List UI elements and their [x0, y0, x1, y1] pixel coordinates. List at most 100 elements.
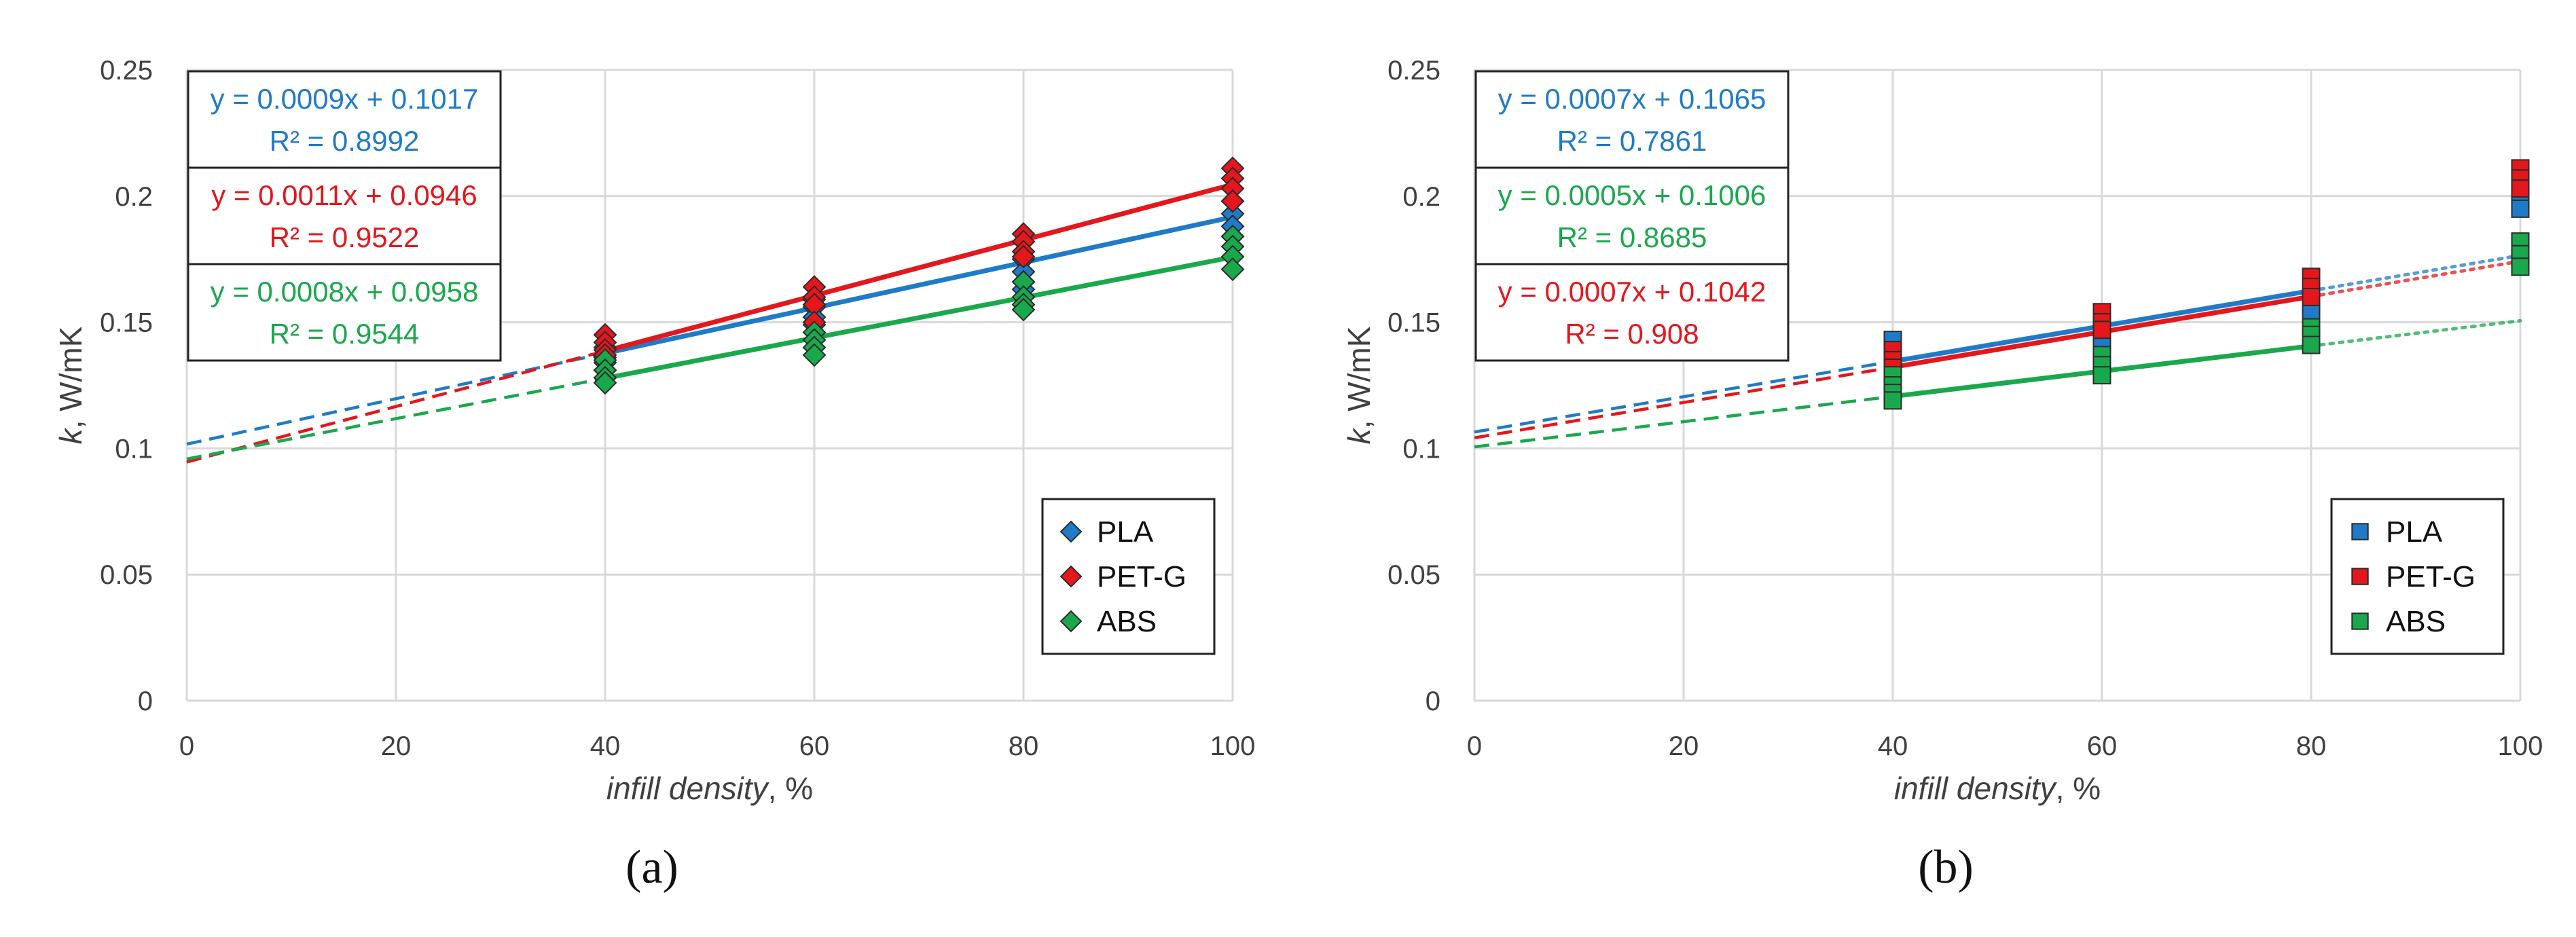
y-tick-label: 0.2: [115, 182, 153, 212]
y-axis-title-italic: k: [53, 427, 88, 444]
legend-marker-pla: [1059, 520, 1083, 543]
chart-svg-b: 0 0.05 0.1 0.15 0.2 0.25 0 20 40 60 80 100 infill de…: [1341, 56, 2543, 894]
data-point-abs: [1011, 297, 1036, 322]
legend-label-abs: ABS: [1097, 605, 1157, 638]
data-point-pet-g: [2511, 179, 2530, 198]
equation-box-frame: [187, 263, 502, 362]
data-point-pet-g: [2302, 287, 2321, 306]
panel-label: (b): [1918, 841, 1974, 894]
trend-lines: [186, 182, 1233, 464]
data-point-abs: [2511, 257, 2530, 276]
trend-dotted-abs: [2309, 318, 2522, 348]
trend-extrapolation-pla: [1474, 359, 1893, 434]
x-axis-title: infill density, %: [606, 771, 813, 806]
equation-box-pla: y = 0.0007x + 0.1065 R² = 0.7861: [1474, 70, 1790, 169]
trendline-equation: y = 0.0007x + 0.1065: [1498, 83, 1766, 115]
y-tick-label: 0.05: [1387, 560, 1440, 590]
x-axis-title-suffix: , %: [2056, 771, 2101, 806]
data-point-abs: [802, 343, 827, 367]
x-tick-label: 20: [1669, 731, 1699, 761]
legend-marker-abs: [2351, 612, 2369, 630]
trend-line-pla: [604, 215, 1233, 356]
trend-extrapolation-pet-g: [186, 349, 606, 464]
x-axis-title-italic: infill density: [606, 771, 770, 806]
legend: PLA PET-G ABS: [1041, 498, 1216, 655]
equation-box-pla: y = 0.0009x + 0.1017 R² = 0.8992: [187, 70, 502, 169]
x-axis-title-suffix: , %: [768, 771, 813, 806]
x-axis-title: infill density, %: [1894, 771, 2101, 806]
data-point-abs: [2302, 335, 2321, 354]
trend-line-abs: [604, 255, 1233, 381]
y-axis-title-italic: k: [1341, 427, 1377, 444]
equation-box-abs: y = 0.0005x + 0.1006 R² = 0.8685: [1474, 166, 1790, 265]
equation-box-pet-g: y = 0.0007x + 0.1042 R² = 0.908: [1474, 263, 1790, 362]
x-tick-label: 60: [2087, 731, 2118, 761]
y-axis-title-suffix: , W/mK: [53, 326, 88, 428]
trend-dotted-pla: [2309, 253, 2522, 293]
legend-label-abs: ABS: [2386, 605, 2446, 638]
x-tick-label: 100: [2498, 731, 2543, 761]
equation-box-pet-g: y = 0.0011x + 0.0946 R² = 0.9522: [187, 166, 502, 265]
data-points: [1883, 159, 2530, 410]
x-tick-label: 0: [179, 731, 194, 761]
panel-label: (a): [625, 841, 678, 894]
trend-extrapolation-abs: [186, 376, 606, 461]
y-tick-label: 0: [138, 686, 153, 716]
data-point-abs: [593, 371, 617, 395]
x-tick-label: 40: [1878, 731, 1908, 761]
trendline-equation: y = 0.0005x + 0.1006: [1498, 179, 1766, 211]
data-point-pet-g: [1011, 244, 1036, 269]
legend-marker-pet-g: [2351, 568, 2369, 585]
x-tick-label: 20: [381, 731, 412, 761]
y-tick-label: 0: [1426, 686, 1440, 716]
legend-marker-pla: [2351, 523, 2369, 540]
y-tick-label: 0.1: [1402, 434, 1440, 464]
legend-label-pla: PLA: [1097, 515, 1154, 549]
equation-box-abs: y = 0.0008x + 0.0958 R² = 0.9544: [187, 263, 502, 362]
equation-box-frame: [187, 166, 502, 265]
trend-dotted-pet-g: [2309, 259, 2522, 299]
y-tick-label: 0.05: [100, 560, 153, 590]
data-points: [593, 156, 1245, 395]
trend-extrapolation-pet-g: [1474, 365, 1893, 440]
trendline-r-squared: R² = 0.9522: [270, 221, 420, 253]
equation-box-frame: [187, 70, 502, 169]
x-tick-label: 60: [799, 731, 830, 761]
data-point-pla: [2511, 199, 2530, 218]
data-point-pet-g: [1220, 189, 1245, 213]
data-point-abs: [1883, 391, 1902, 410]
legend-marker-pet-g: [1059, 565, 1083, 588]
x-tick-label: 100: [1210, 731, 1256, 761]
trendline-r-squared: R² = 0.7861: [1557, 125, 1707, 157]
equation-box-frame: [1474, 263, 1790, 362]
y-tick-label: 0.25: [100, 56, 153, 86]
data-point-abs: [2092, 366, 2111, 385]
y-tick-label: 0.25: [1387, 56, 1440, 86]
y-tick-label: 0.15: [100, 308, 153, 338]
x-tick-label: 0: [1467, 731, 1482, 761]
equation-box-frame: [1474, 70, 1790, 169]
trendline-equation: y = 0.0011x + 0.0946: [211, 179, 477, 211]
data-point-pla: [2302, 303, 2321, 322]
x-tick-label: 80: [2296, 731, 2327, 761]
legend-label-pet-g: PET-G: [1097, 560, 1186, 593]
trendline-r-squared: R² = 0.908: [1565, 318, 1699, 350]
y-tick-label: 0.2: [1402, 182, 1440, 212]
legend-label-pet-g: PET-G: [2386, 560, 2475, 593]
x-tick-label: 80: [1009, 731, 1039, 761]
legend: PLA PET-G ABS: [2330, 498, 2505, 655]
trendline-r-squared: R² = 0.8685: [1557, 221, 1707, 253]
x-axis-title-italic: infill density: [1894, 771, 2058, 806]
y-axis-title: k, W/mK: [53, 326, 88, 444]
y-tick-label: 0.15: [1387, 308, 1440, 338]
chart-svg-a: 0 0.05 0.1 0.15 0.2 0.25 0 20 40 60 80 100 infill de…: [53, 56, 1256, 894]
equation-box-frame: [1474, 166, 1790, 265]
data-point-abs: [1220, 257, 1245, 281]
trendline-equation: y = 0.0009x + 0.1017: [211, 83, 479, 115]
trendline-equation: y = 0.0008x + 0.0958: [211, 276, 479, 308]
legend-marker-abs: [1059, 610, 1083, 633]
y-axis-title: k, W/mK: [1341, 326, 1377, 444]
y-axis-title-suffix: , W/mK: [1341, 326, 1377, 428]
chart-a: 0 0.05 0.1 0.15 0.2 0.25 0 20 40 60 80 100 infill de…: [53, 56, 1256, 894]
trendline-r-squared: R² = 0.8992: [270, 125, 420, 157]
